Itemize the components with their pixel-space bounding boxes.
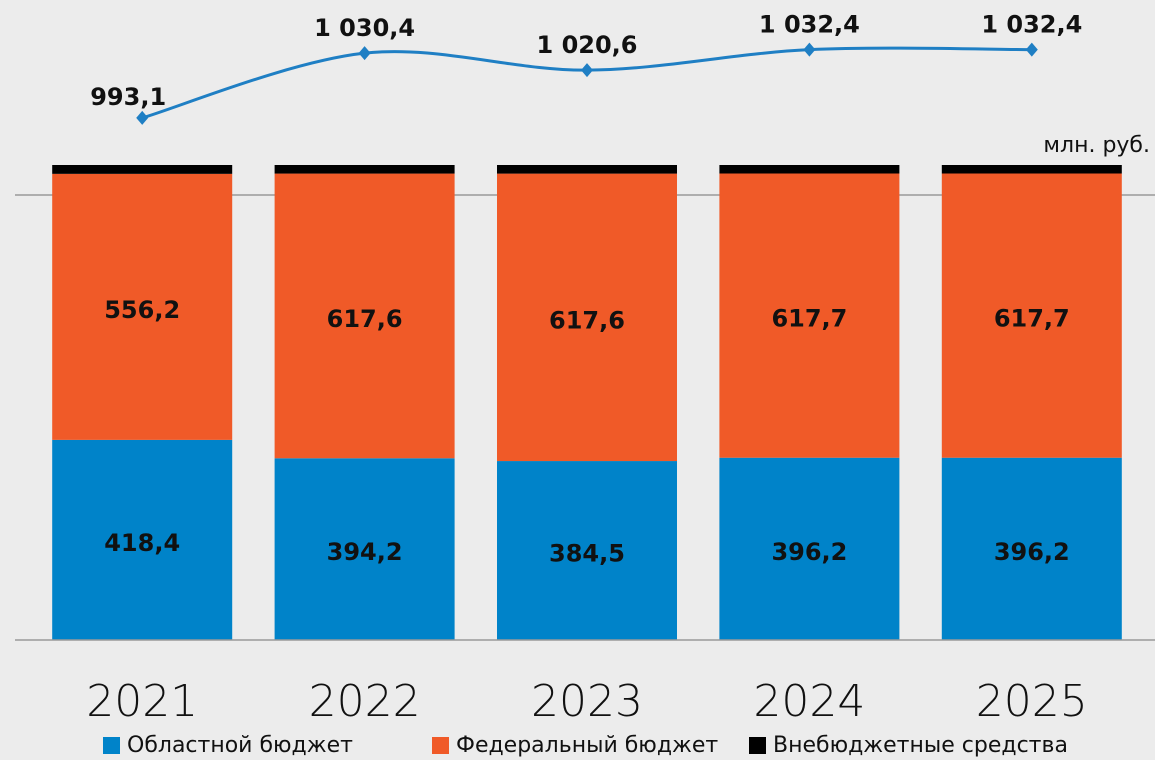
legend-swatch [103,737,120,754]
value-label: 617,6 [549,306,625,334]
bar-segment [274,458,455,640]
line-marker [803,42,816,57]
value-label: 617,7 [994,305,1070,333]
value-label: 993,1 [90,83,166,111]
legend-swatch [749,737,766,754]
bar-segment [497,165,677,174]
value-label: 396,2 [771,538,847,566]
value-label: 418,4 [104,529,180,557]
x-tick-label: 2023 [531,676,643,727]
value-label: 384,5 [549,540,625,568]
bar-segment [497,173,677,462]
bar-segment [497,461,677,640]
legend-swatch [432,737,449,754]
x-tick-label: 2024 [753,676,865,727]
bar-segment [941,173,1122,458]
line-marker [136,110,149,125]
line-marker [581,63,593,78]
unit-label: млн. руб. [1043,133,1150,158]
value-label: 396,2 [994,538,1070,566]
bar-segment [52,173,233,440]
bar-segment [719,457,900,640]
x-tick-label: 2022 [309,676,421,727]
legend-label: Внебюджетные средства [773,733,1068,758]
value-label: 394,2 [327,538,403,566]
line-marker [1025,42,1038,57]
bar-segment [274,173,455,459]
bar-segment [719,173,900,458]
legend-label: Федеральный бюджет [456,733,718,758]
value-label: 1 030,4 [314,14,415,42]
value-label: 1 032,4 [981,11,1082,39]
value-label: 1 032,4 [759,11,860,39]
bar-segment [52,439,233,640]
value-label: 617,6 [327,305,403,333]
bar-segment [719,165,900,174]
line-marker [358,46,371,61]
legend-label: Областной бюджет [127,733,353,758]
x-tick-label: 2021 [86,676,198,727]
x-tick-label: 2025 [976,676,1088,727]
bar-segment [941,457,1122,640]
value-label: 556,2 [104,296,180,324]
bar-segment [274,165,455,174]
value-label: 617,7 [771,305,847,333]
value-label: 1 020,6 [537,31,638,59]
bar-segment [941,165,1122,174]
bar-segment [52,165,233,174]
